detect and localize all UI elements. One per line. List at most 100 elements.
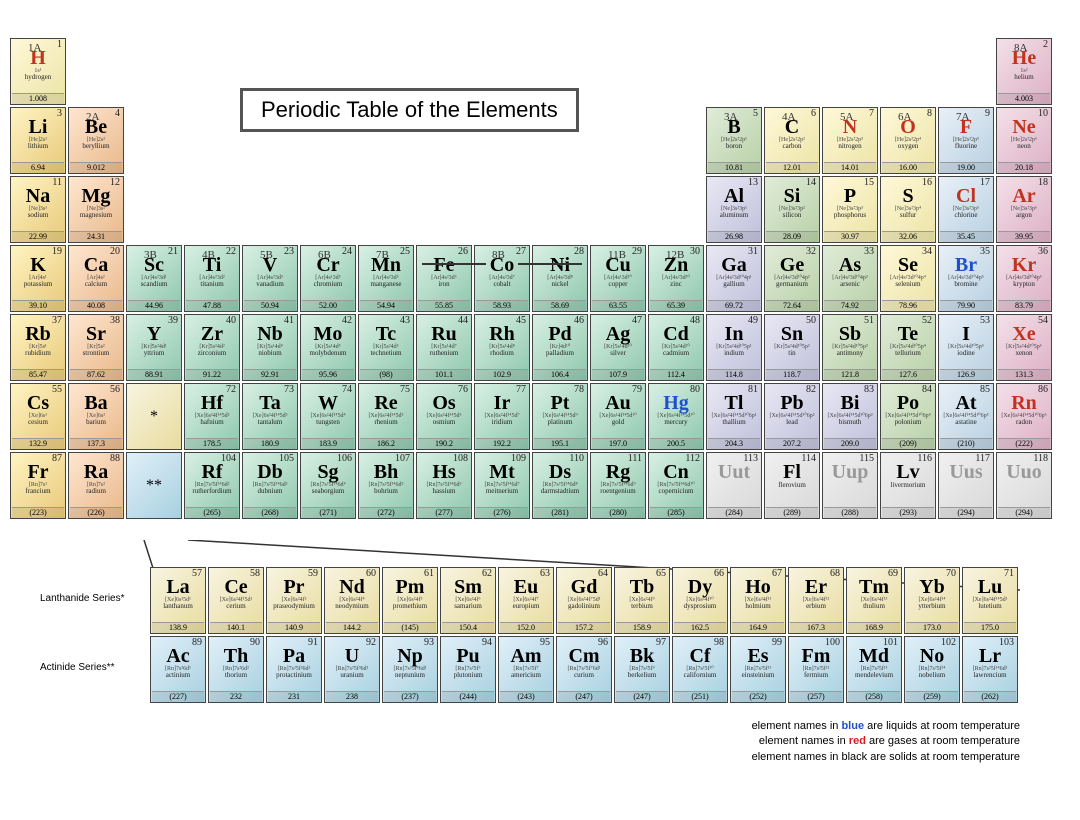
atomic-number: 80 <box>690 385 702 395</box>
atomic-mass: 65.39 <box>650 300 702 311</box>
atomic-number: 34 <box>922 247 934 257</box>
atomic-number: 72 <box>226 385 238 395</box>
element-cell-Cm: 96Cm[Rn]7s²5f⁷6d¹curium(247) <box>556 636 612 703</box>
atomic-number: 88 <box>110 454 122 464</box>
element-cell-Cl: 17Cl[Ne]3s²3p⁵chlorine35.45 <box>938 176 994 243</box>
element-symbol: Pt <box>551 393 570 413</box>
element-cell-Al: 13Al[Ne]3s²3p¹aluminum26.98 <box>706 176 762 243</box>
atomic-number: 75 <box>400 385 412 395</box>
element-name: selenium <box>895 281 920 288</box>
element-name: ruthenium <box>430 350 459 357</box>
group-label: 2A <box>86 111 99 123</box>
atomic-mass: 168.9 <box>848 622 900 633</box>
element-symbol: Md <box>859 646 889 666</box>
atomic-number: 103 <box>999 638 1016 648</box>
element-name: nickel <box>551 281 568 288</box>
element-name: germanium <box>776 281 808 288</box>
atomic-mass: 26.98 <box>708 231 760 242</box>
element-symbol: Fm <box>802 646 831 666</box>
element-name: neptunium <box>395 672 425 679</box>
element-symbol: Y <box>147 324 161 344</box>
atomic-number: 70 <box>946 569 958 579</box>
series-placeholder: ** <box>126 452 182 519</box>
element-name: lithium <box>28 143 48 150</box>
atomic-number: 61 <box>424 569 436 579</box>
atomic-mass: 127.6 <box>882 369 934 380</box>
element-name: fermium <box>804 672 828 679</box>
element-name: sulfur <box>900 212 916 219</box>
element-symbol: Br <box>955 255 977 275</box>
atomic-number: 54 <box>1038 316 1050 326</box>
element-name: hydrogen <box>25 74 51 81</box>
atomic-mass: 209.0 <box>824 438 876 449</box>
element-name: vanadium <box>256 281 284 288</box>
atomic-mass: (284) <box>708 507 760 518</box>
atomic-mass: (244) <box>442 691 494 702</box>
element-cell-I: 53I[Kr]5s²4d¹⁰5p⁵iodine126.9 <box>938 314 994 381</box>
element-name: lanthanum <box>163 603 193 610</box>
fblock-grid: 57La[Xe]6s²5d¹lanthanum138.958Ce[Xe]6s²4… <box>150 567 1070 703</box>
element-name: molybdenum <box>310 350 347 357</box>
element-name: bismuth <box>839 419 862 426</box>
element-cell-Eu: 63Eu[Xe]6s²4f⁷europium152.0 <box>498 567 554 634</box>
element-name: iron <box>438 281 449 288</box>
element-name: platinum <box>548 419 573 426</box>
atomic-number: 21 <box>168 247 180 257</box>
element-symbol: Uuo <box>1006 462 1042 482</box>
element-name: einsteinium <box>742 672 775 679</box>
atomic-mass: (252) <box>732 691 784 702</box>
atomic-mass: 118.7 <box>766 369 818 380</box>
atomic-mass: 190.2 <box>418 438 470 449</box>
element-cell-Sr: 38Sr[Kr]5s²strontium87.62 <box>68 314 124 381</box>
atomic-mass: 132.9 <box>12 438 64 449</box>
element-symbol: Tm <box>859 577 889 597</box>
element-name: yttrium <box>144 350 165 357</box>
atomic-number: 18 <box>1038 178 1050 188</box>
atomic-number: 16 <box>922 178 934 188</box>
atomic-mass: 107.9 <box>592 369 644 380</box>
element-symbol: Pa <box>283 646 305 666</box>
atomic-mass: 39.95 <box>998 231 1050 242</box>
element-cell-Rf: 104Rf[Rn]7s²5f¹⁴6d²rutherfordium(265) <box>184 452 240 519</box>
element-name: argon <box>1016 212 1032 219</box>
element-cell-Lr: 103Lr[Rn]7s²5f¹⁴6d¹lawrencium(262) <box>962 636 1018 703</box>
element-symbol: Zr <box>201 324 223 344</box>
element-symbol: Pm <box>396 577 425 597</box>
atomic-mass: 162.5 <box>674 622 726 633</box>
atomic-mass: 150.4 <box>442 622 494 633</box>
element-symbol: Ne <box>1012 117 1035 137</box>
element-symbol: Cn <box>663 462 689 482</box>
atomic-number: 91 <box>308 638 320 648</box>
element-name: zinc <box>670 281 682 288</box>
element-name: barium <box>86 419 106 426</box>
element-cell-Fm: 100Fm[Rn]7s²5f¹²fermium(257) <box>788 636 844 703</box>
atomic-number: 87 <box>52 454 64 464</box>
element-name: osmium <box>433 419 456 426</box>
element-symbol: Gd <box>571 577 598 597</box>
element-symbol: Ho <box>745 577 771 597</box>
element-name: niobium <box>258 350 281 357</box>
element-symbol: U <box>345 646 359 666</box>
element-name: fluorine <box>955 143 977 150</box>
atomic-mass: (222) <box>998 438 1050 449</box>
atomic-number: 67 <box>772 569 784 579</box>
element-symbol: Pb <box>780 393 803 413</box>
atomic-number: 47 <box>632 316 644 326</box>
element-symbol: Hs <box>432 462 455 482</box>
element-symbol: Nd <box>339 577 365 597</box>
element-name: thulium <box>863 603 885 610</box>
element-symbol: Se <box>898 255 918 275</box>
element-symbol: Ds <box>549 462 571 482</box>
element-cell-Rn: 86Rn[Xe]6s²4f¹⁴5d¹⁰6p⁶radon(222) <box>996 383 1052 450</box>
element-cell-Cd: 48Cd[Kr]5s²4d¹⁰cadmium112.4 <box>648 314 704 381</box>
element-cell-Hf: 72Hf[Xe]6s²4f¹⁴5d²hafnium178.5 <box>184 383 240 450</box>
atomic-mass: (280) <box>592 507 644 518</box>
element-name: nobelium <box>919 672 945 679</box>
atomic-mass: 121.8 <box>824 369 876 380</box>
atomic-number: 39 <box>168 316 180 326</box>
element-symbol: Po <box>897 393 919 413</box>
element-name: palladium <box>546 350 574 357</box>
atomic-mass: 10.81 <box>708 162 760 173</box>
group-label: 3A <box>724 111 737 123</box>
element-symbol: Cd <box>663 324 689 344</box>
